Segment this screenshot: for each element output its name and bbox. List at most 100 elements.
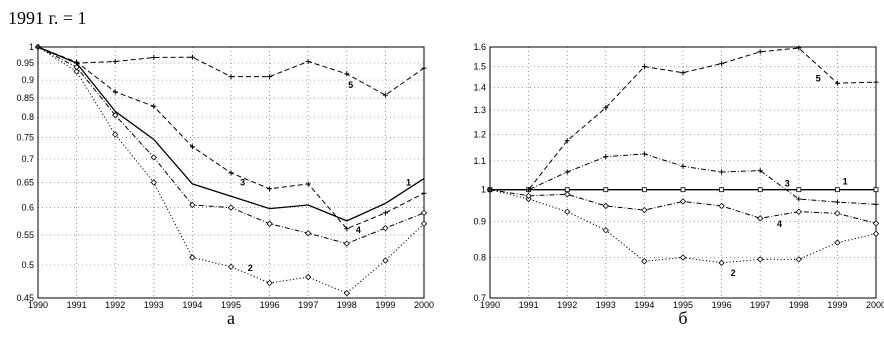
series-label: 3 [240,178,245,188]
data-point [420,220,428,227]
y-tick-label: 0.6 [21,203,34,213]
y-tick-label: 0.45 [16,293,34,303]
y-tick-label: 1.6 [473,42,486,52]
data-point [873,187,879,193]
y-tick-label: 0.7 [21,154,34,164]
data-point [74,60,80,66]
y-tick-label: 0.8 [473,252,486,262]
data-point [564,191,571,198]
data-point [757,168,763,174]
x-tick-label: 1990 [28,300,48,310]
chart-caption: 1991 г. = 1 [8,8,87,28]
data-point [873,79,879,85]
y-tick-label: 0.85 [16,93,34,103]
series-line [490,47,877,191]
data-point [526,187,532,193]
plot-frame [37,46,425,299]
panel-label: а [227,308,235,328]
y-tick-label: 0.9 [473,217,486,227]
data-point [564,187,570,193]
x-tick-label: 1991 [67,300,87,310]
series-label: 2 [248,263,253,273]
x-tick-label: 1999 [375,300,395,310]
panel-b: 1990 1991 1992 1993 1994 1995 1996 1997 1998 1999… [473,42,884,328]
x-tick-label: 1993 [596,300,616,310]
x-tick-label: 1990 [480,300,500,310]
data-point [602,202,609,210]
data-point [150,179,157,186]
x-tick-label: 1997 [750,300,770,310]
series-label: 1 [843,177,848,187]
data-point [73,63,80,71]
x-tick-label: 1992 [105,300,125,310]
y-tick-label: 0.65 [16,177,34,187]
data-point [525,192,532,200]
data-point [718,259,725,266]
data-point [487,187,493,193]
data-point [641,64,647,70]
data-point [719,187,724,193]
data-point [872,220,880,227]
x-tick-label: 1992 [557,300,577,310]
series-label: 5 [816,74,821,84]
y-tick-label: 0.5 [21,260,34,270]
x-tick-label: 2000 [414,300,434,310]
data-point [679,254,687,261]
data-point [305,181,311,187]
x-tick-label: 1997 [298,300,318,310]
data-point [834,210,841,217]
series-5: 5 [487,45,879,193]
plot-frame [489,46,877,299]
data-point [603,105,609,111]
data-point [834,80,840,86]
series-2: 2 [34,43,428,297]
y-tick-label: 1.3 [473,105,486,115]
series-label: 3 [785,178,790,188]
data-point [641,258,648,265]
data-point [189,54,195,60]
data-point [228,170,234,176]
y-tick-label: 0.7 [473,293,486,303]
data-point [151,103,157,109]
data-point [680,70,686,76]
data-point [189,144,195,150]
data-point [679,198,687,205]
data-point [757,187,763,193]
data-point [305,58,311,64]
x-tick-label: 1994 [182,300,202,310]
data-point [73,68,80,75]
data-point [642,187,647,193]
data-point [382,92,388,98]
data-point [343,289,350,297]
data-point [680,163,686,169]
data-point [344,71,350,77]
data-point [420,209,428,217]
series-1: 1 [37,46,425,222]
y-tick-label: 0.8 [21,112,34,122]
data-point [344,226,350,232]
data-point [834,239,841,246]
y-tick-label: 1 [481,185,486,195]
data-point [227,263,235,270]
x-tick-label: 1993 [144,300,164,310]
panel-label: б [678,308,687,328]
y-tick-label: 1.4 [473,83,486,93]
data-point [228,74,234,80]
data-point [267,74,273,80]
data-point [603,154,609,160]
data-point [112,58,118,64]
data-point [757,215,764,222]
panel-a: 1990 1991 1992 1993 1994 1995 1996 1997 1998 1999… [16,42,434,328]
y-tick-label: 0.75 [16,132,34,142]
data-point [343,240,350,247]
y-tick-label: 1.1 [473,156,486,166]
data-point [757,49,763,55]
data-point [421,190,427,196]
data-point [834,199,840,205]
data-point [603,187,609,193]
x-tick-label: 2000 [866,300,884,310]
data-point [305,230,312,237]
data-point [796,187,802,193]
y-tick-label: 0.9 [21,75,34,85]
